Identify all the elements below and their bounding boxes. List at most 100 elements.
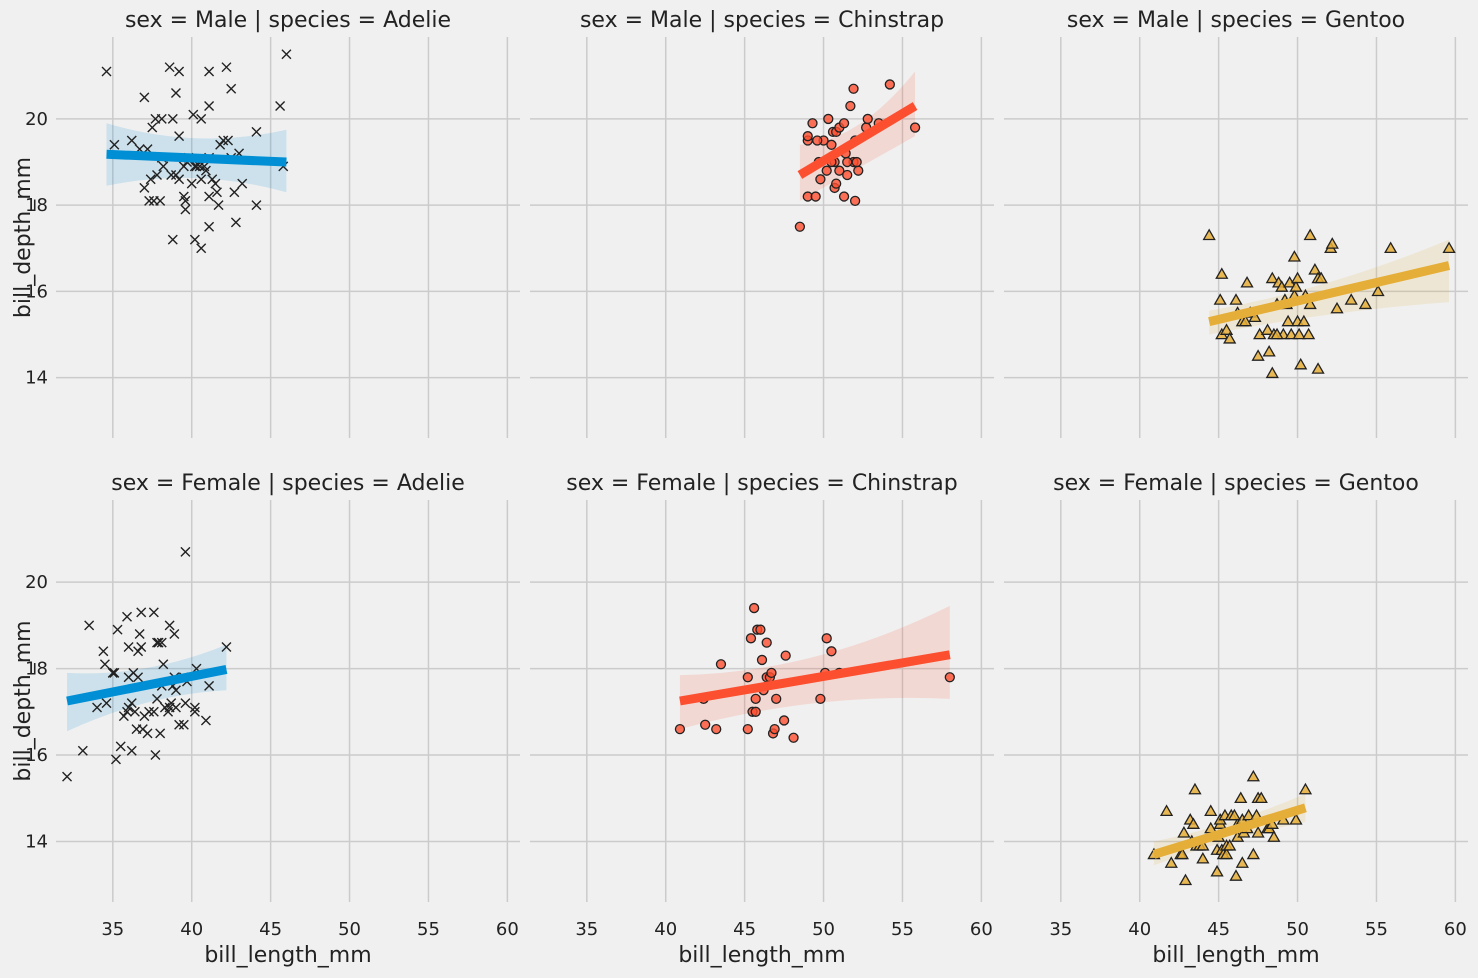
data-point (221, 641, 232, 652)
data-point (761, 637, 772, 648)
data-point (1242, 808, 1256, 821)
data-point (742, 723, 753, 735)
data-point (826, 139, 837, 150)
data-point (821, 165, 832, 176)
data-point (126, 135, 137, 146)
x-tick-label: 35 (101, 919, 124, 940)
data-point (715, 659, 727, 670)
data-point (1229, 293, 1243, 305)
data-point (186, 178, 197, 189)
x-tick-label: 45 (259, 919, 282, 940)
confidence-band-layer (67, 71, 1450, 866)
data-point (1344, 293, 1358, 305)
data-point (122, 611, 133, 622)
data-point (129, 706, 140, 717)
data-point (848, 83, 859, 94)
data-point (170, 169, 181, 180)
panel-title: sex = Female | species = Adelie (111, 471, 465, 496)
panel-title: sex = Male | species = Chinstrap (580, 8, 944, 33)
x-tick-label: 35 (1049, 919, 1072, 940)
y-tick-label: 20 (25, 109, 48, 130)
text-layer: sex = Male | species = Adelie 14 16 18 20 bil… (11, 8, 1467, 968)
x-tick-label: 50 (338, 919, 361, 940)
data-point (92, 702, 103, 713)
data-point (884, 79, 895, 90)
data-point (1204, 804, 1218, 817)
data-point (126, 698, 137, 709)
data-point (153, 637, 164, 648)
data-point (101, 698, 112, 709)
data-point (281, 49, 292, 60)
x-tick-label: 60 (496, 919, 519, 940)
data-point (711, 723, 722, 735)
x-axis-label: bill_length_mm (204, 943, 371, 968)
data-point (142, 728, 153, 739)
data-point (251, 126, 262, 137)
data-point (196, 113, 207, 124)
data-point (838, 118, 850, 129)
data-point (1325, 237, 1339, 249)
x-tick-label: 40 (654, 919, 677, 940)
data-point (1219, 847, 1234, 860)
regression-line (1208, 261, 1451, 326)
x-tick-label: 50 (812, 919, 835, 940)
data-point (1281, 314, 1295, 327)
data-point (788, 732, 799, 743)
data-point (152, 693, 163, 704)
data-point (1267, 830, 1281, 842)
data-point (944, 672, 955, 683)
data-point (158, 161, 169, 172)
data-point (1265, 366, 1279, 379)
data-point (862, 113, 873, 125)
data-point (152, 637, 163, 648)
data-point (115, 741, 126, 752)
regression-line-layer (66, 102, 1451, 859)
x-axis-label: bill_length_mm (678, 943, 845, 968)
data-point (838, 191, 850, 202)
data-point (207, 174, 218, 185)
data-point (189, 161, 200, 172)
data-point (756, 654, 768, 666)
data-point (1234, 791, 1248, 804)
panel-title: sex = Female | species = Chinstrap (566, 471, 958, 496)
data-point (180, 195, 191, 206)
x-tick-label: 45 (1207, 919, 1230, 940)
data-point (107, 667, 118, 678)
data-point (178, 719, 189, 730)
data-point (200, 165, 211, 176)
data-point (1196, 851, 1210, 864)
data-point (700, 719, 711, 730)
data-point (1314, 271, 1328, 284)
data-point (1358, 297, 1373, 310)
data-point (1294, 357, 1308, 370)
y-tick-label: 14 (25, 368, 48, 389)
data-point (851, 156, 862, 168)
data-point (133, 672, 144, 683)
data-point (98, 646, 109, 657)
x-tick-label: 45 (733, 919, 756, 940)
panel-title: sex = Male | species = Gentoo (1067, 8, 1405, 33)
data-point (794, 221, 806, 232)
data-point (1196, 838, 1210, 851)
data-point (815, 174, 826, 185)
data-point (210, 178, 221, 189)
data-point (164, 620, 175, 631)
data-point (1270, 327, 1284, 340)
data-point (230, 217, 241, 228)
data-point (144, 706, 155, 717)
data-point (1265, 271, 1279, 284)
data-point (223, 135, 234, 146)
data-point (849, 195, 861, 206)
data-point (1301, 327, 1316, 340)
data-point (170, 685, 181, 696)
data-point (194, 161, 205, 172)
data-point (237, 178, 248, 189)
data-point (1330, 301, 1344, 314)
data-point (159, 702, 170, 713)
data-point (150, 750, 161, 761)
data-point (831, 178, 842, 189)
data-point (169, 629, 180, 639)
data-point (842, 169, 853, 181)
x-tick-label: 40 (180, 919, 203, 940)
data-point (136, 641, 147, 652)
